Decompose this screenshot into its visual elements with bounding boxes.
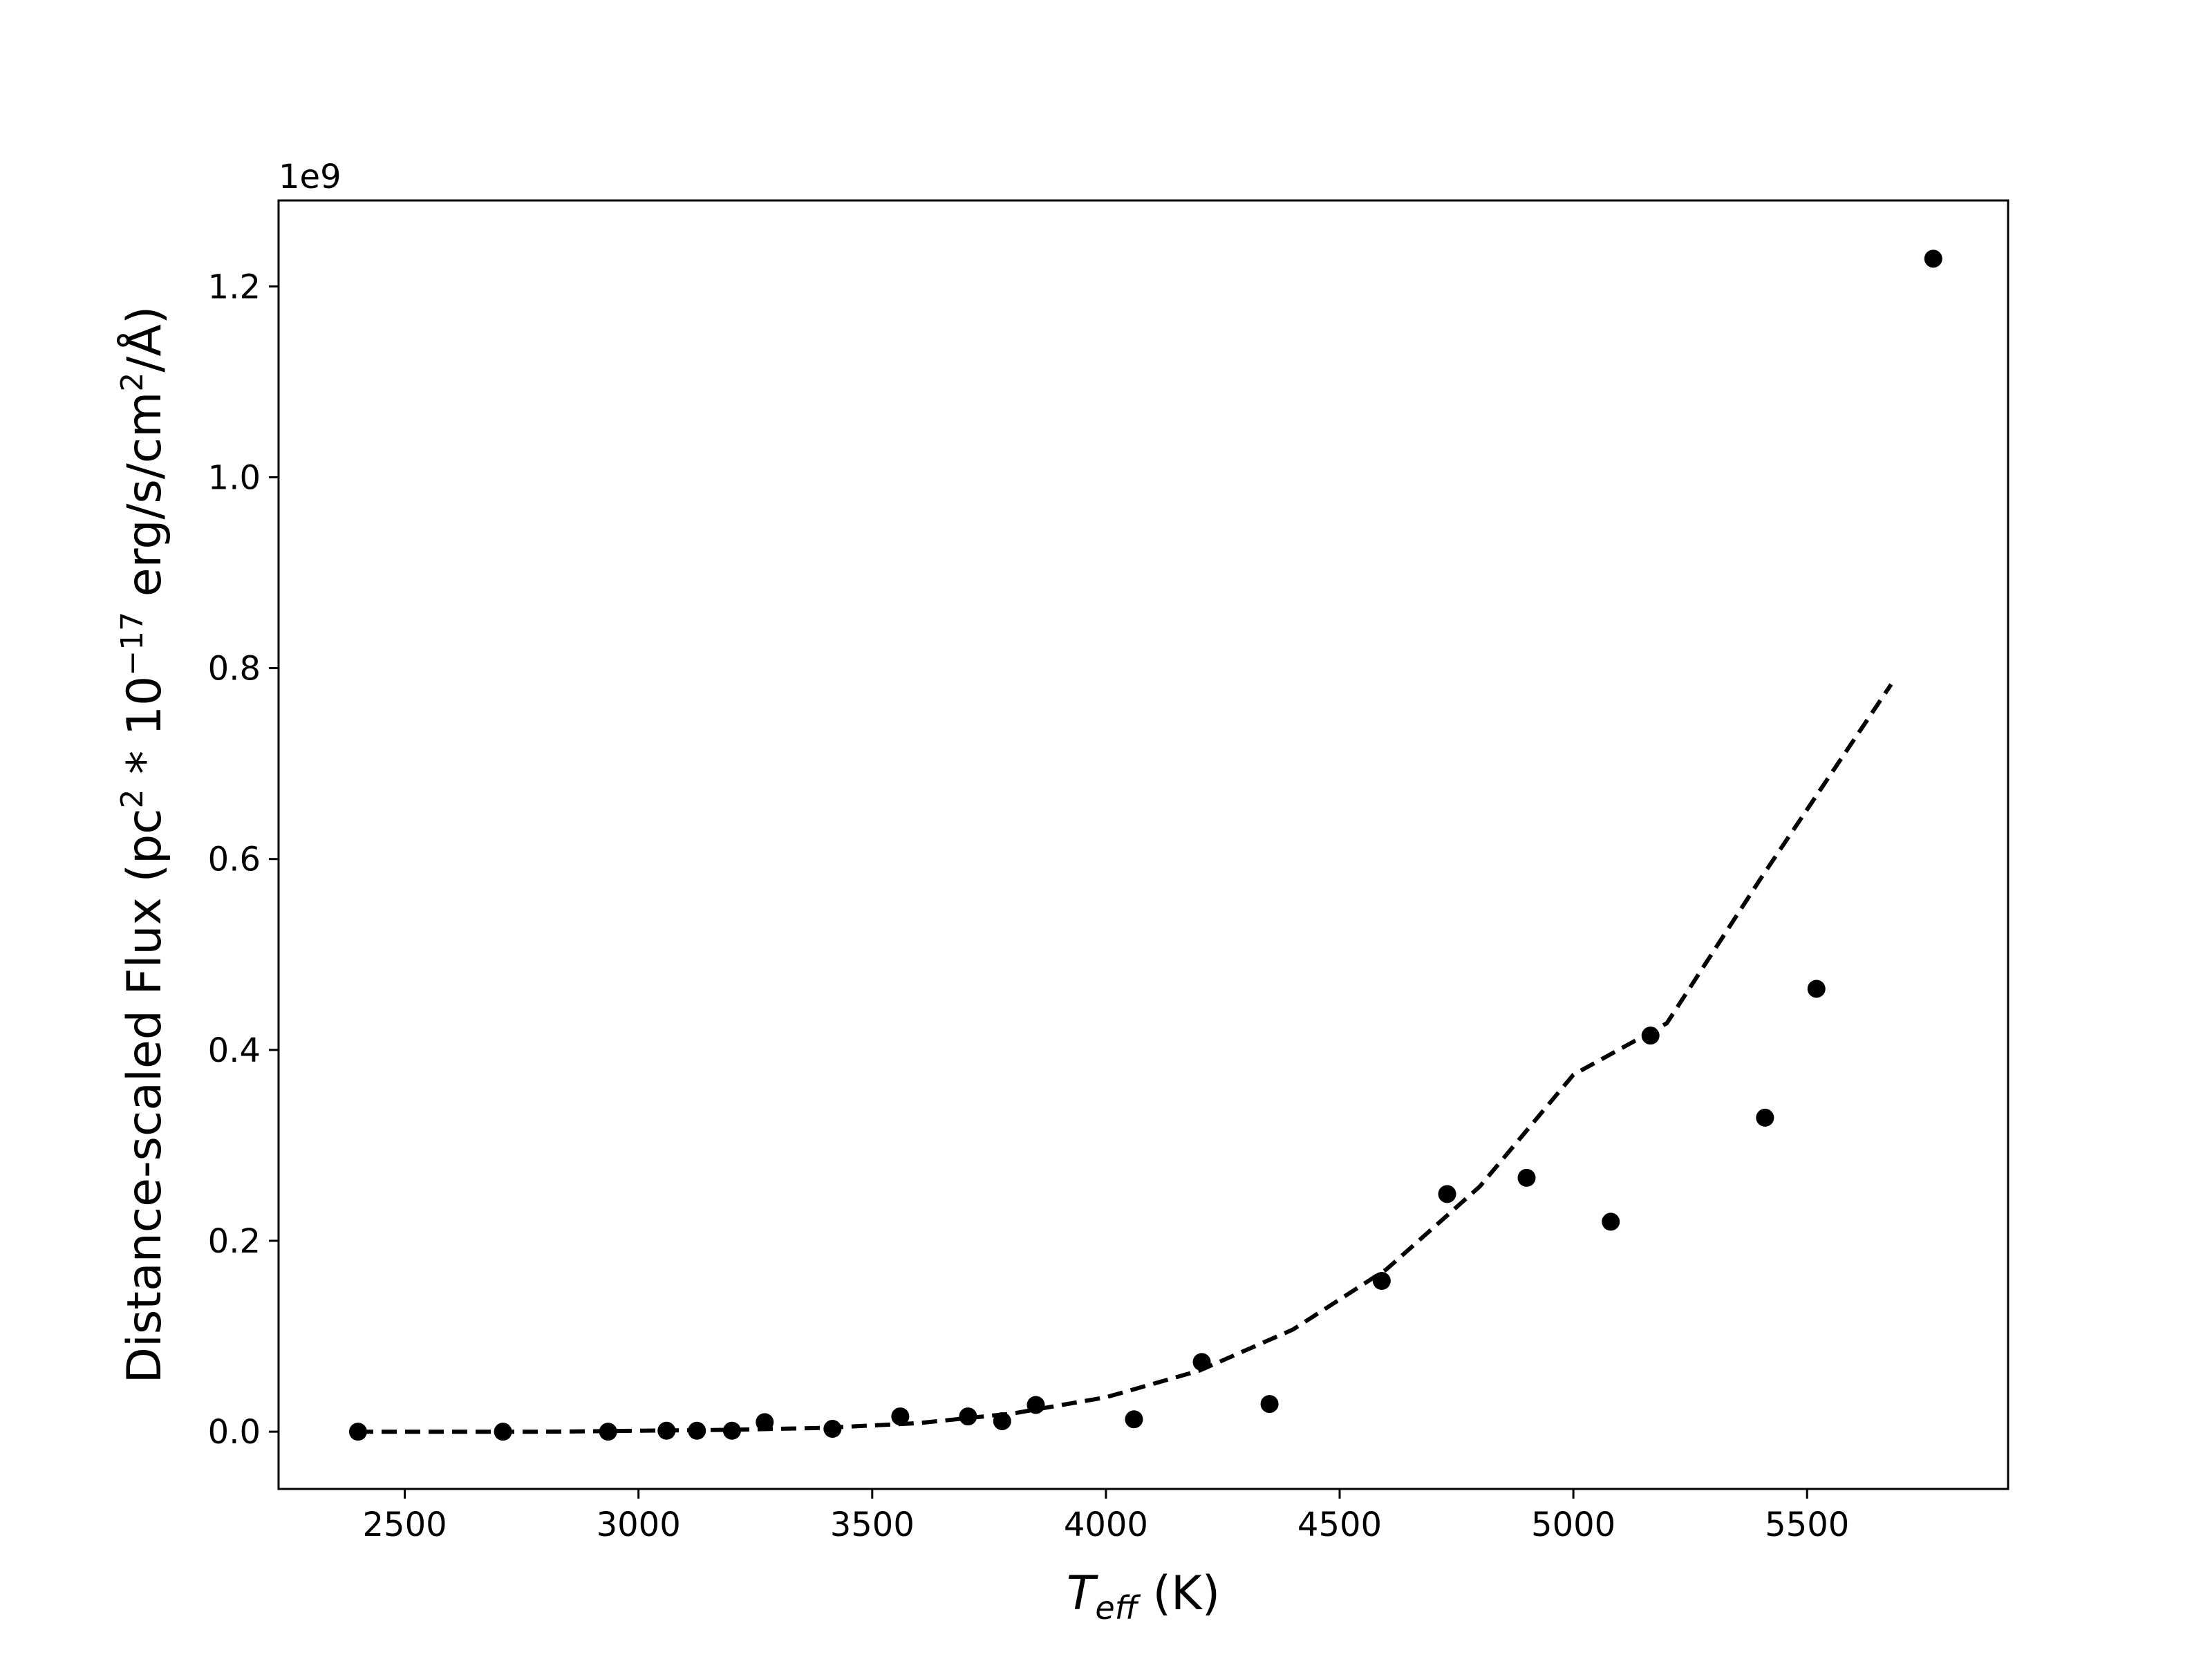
x-tick-label: 2500 — [363, 1506, 447, 1544]
x-axis: 2500 3000 3500 4000 4500 5000 5500 — [363, 1489, 1849, 1544]
axes-frame — [277, 199, 2009, 1490]
x-tick-label: 3000 — [597, 1506, 681, 1544]
y-axis: 0.0 0.2 0.4 0.6 0.8 1.0 1.2 — [208, 268, 279, 1452]
data-point — [1027, 1396, 1045, 1414]
data-point — [1438, 1185, 1456, 1203]
data-point — [756, 1413, 774, 1432]
data-point — [688, 1421, 706, 1440]
y-axis-label: Distance-scaled Flux (pc2 * 10−17 erg/s/… — [115, 306, 172, 1384]
data-point — [1641, 1027, 1660, 1045]
data-point — [1125, 1410, 1143, 1429]
data-point — [599, 1423, 617, 1441]
data-point — [657, 1421, 676, 1440]
data-point — [891, 1407, 910, 1426]
data-point — [1602, 1212, 1620, 1231]
data-point — [1260, 1395, 1279, 1414]
data-point — [348, 1423, 367, 1441]
data-point — [959, 1407, 977, 1426]
y-tick-label: 0.0 — [208, 1413, 261, 1452]
data-point — [722, 1421, 741, 1440]
x-tick-label: 5000 — [1531, 1506, 1615, 1544]
data-point — [1756, 1108, 1774, 1127]
data-point — [1924, 250, 1942, 268]
data-point — [993, 1412, 1011, 1430]
x-axis-label: Teff (K) — [1067, 1566, 1220, 1627]
data-point — [1372, 1271, 1391, 1290]
x-tick-label: 5500 — [1765, 1506, 1849, 1544]
x-tick-label: 4500 — [1297, 1506, 1382, 1544]
data-point — [1517, 1168, 1536, 1187]
data-point — [1192, 1353, 1211, 1371]
y-tick-label: 0.4 — [208, 1031, 261, 1070]
y-offset-label: 1e9 — [279, 158, 341, 196]
y-tick-label: 0.2 — [208, 1222, 261, 1261]
x-tick-label: 3500 — [830, 1506, 915, 1544]
data-point — [494, 1423, 512, 1441]
plot-area — [348, 250, 1942, 1441]
x-tick-label: 4000 — [1064, 1506, 1148, 1544]
data-point — [823, 1420, 842, 1438]
y-tick-label: 1.0 — [208, 458, 261, 497]
y-tick-label: 0.8 — [208, 650, 261, 688]
data-point — [1807, 980, 1826, 998]
y-tick-label: 1.2 — [208, 268, 261, 306]
y-tick-label: 0.6 — [208, 841, 261, 879]
